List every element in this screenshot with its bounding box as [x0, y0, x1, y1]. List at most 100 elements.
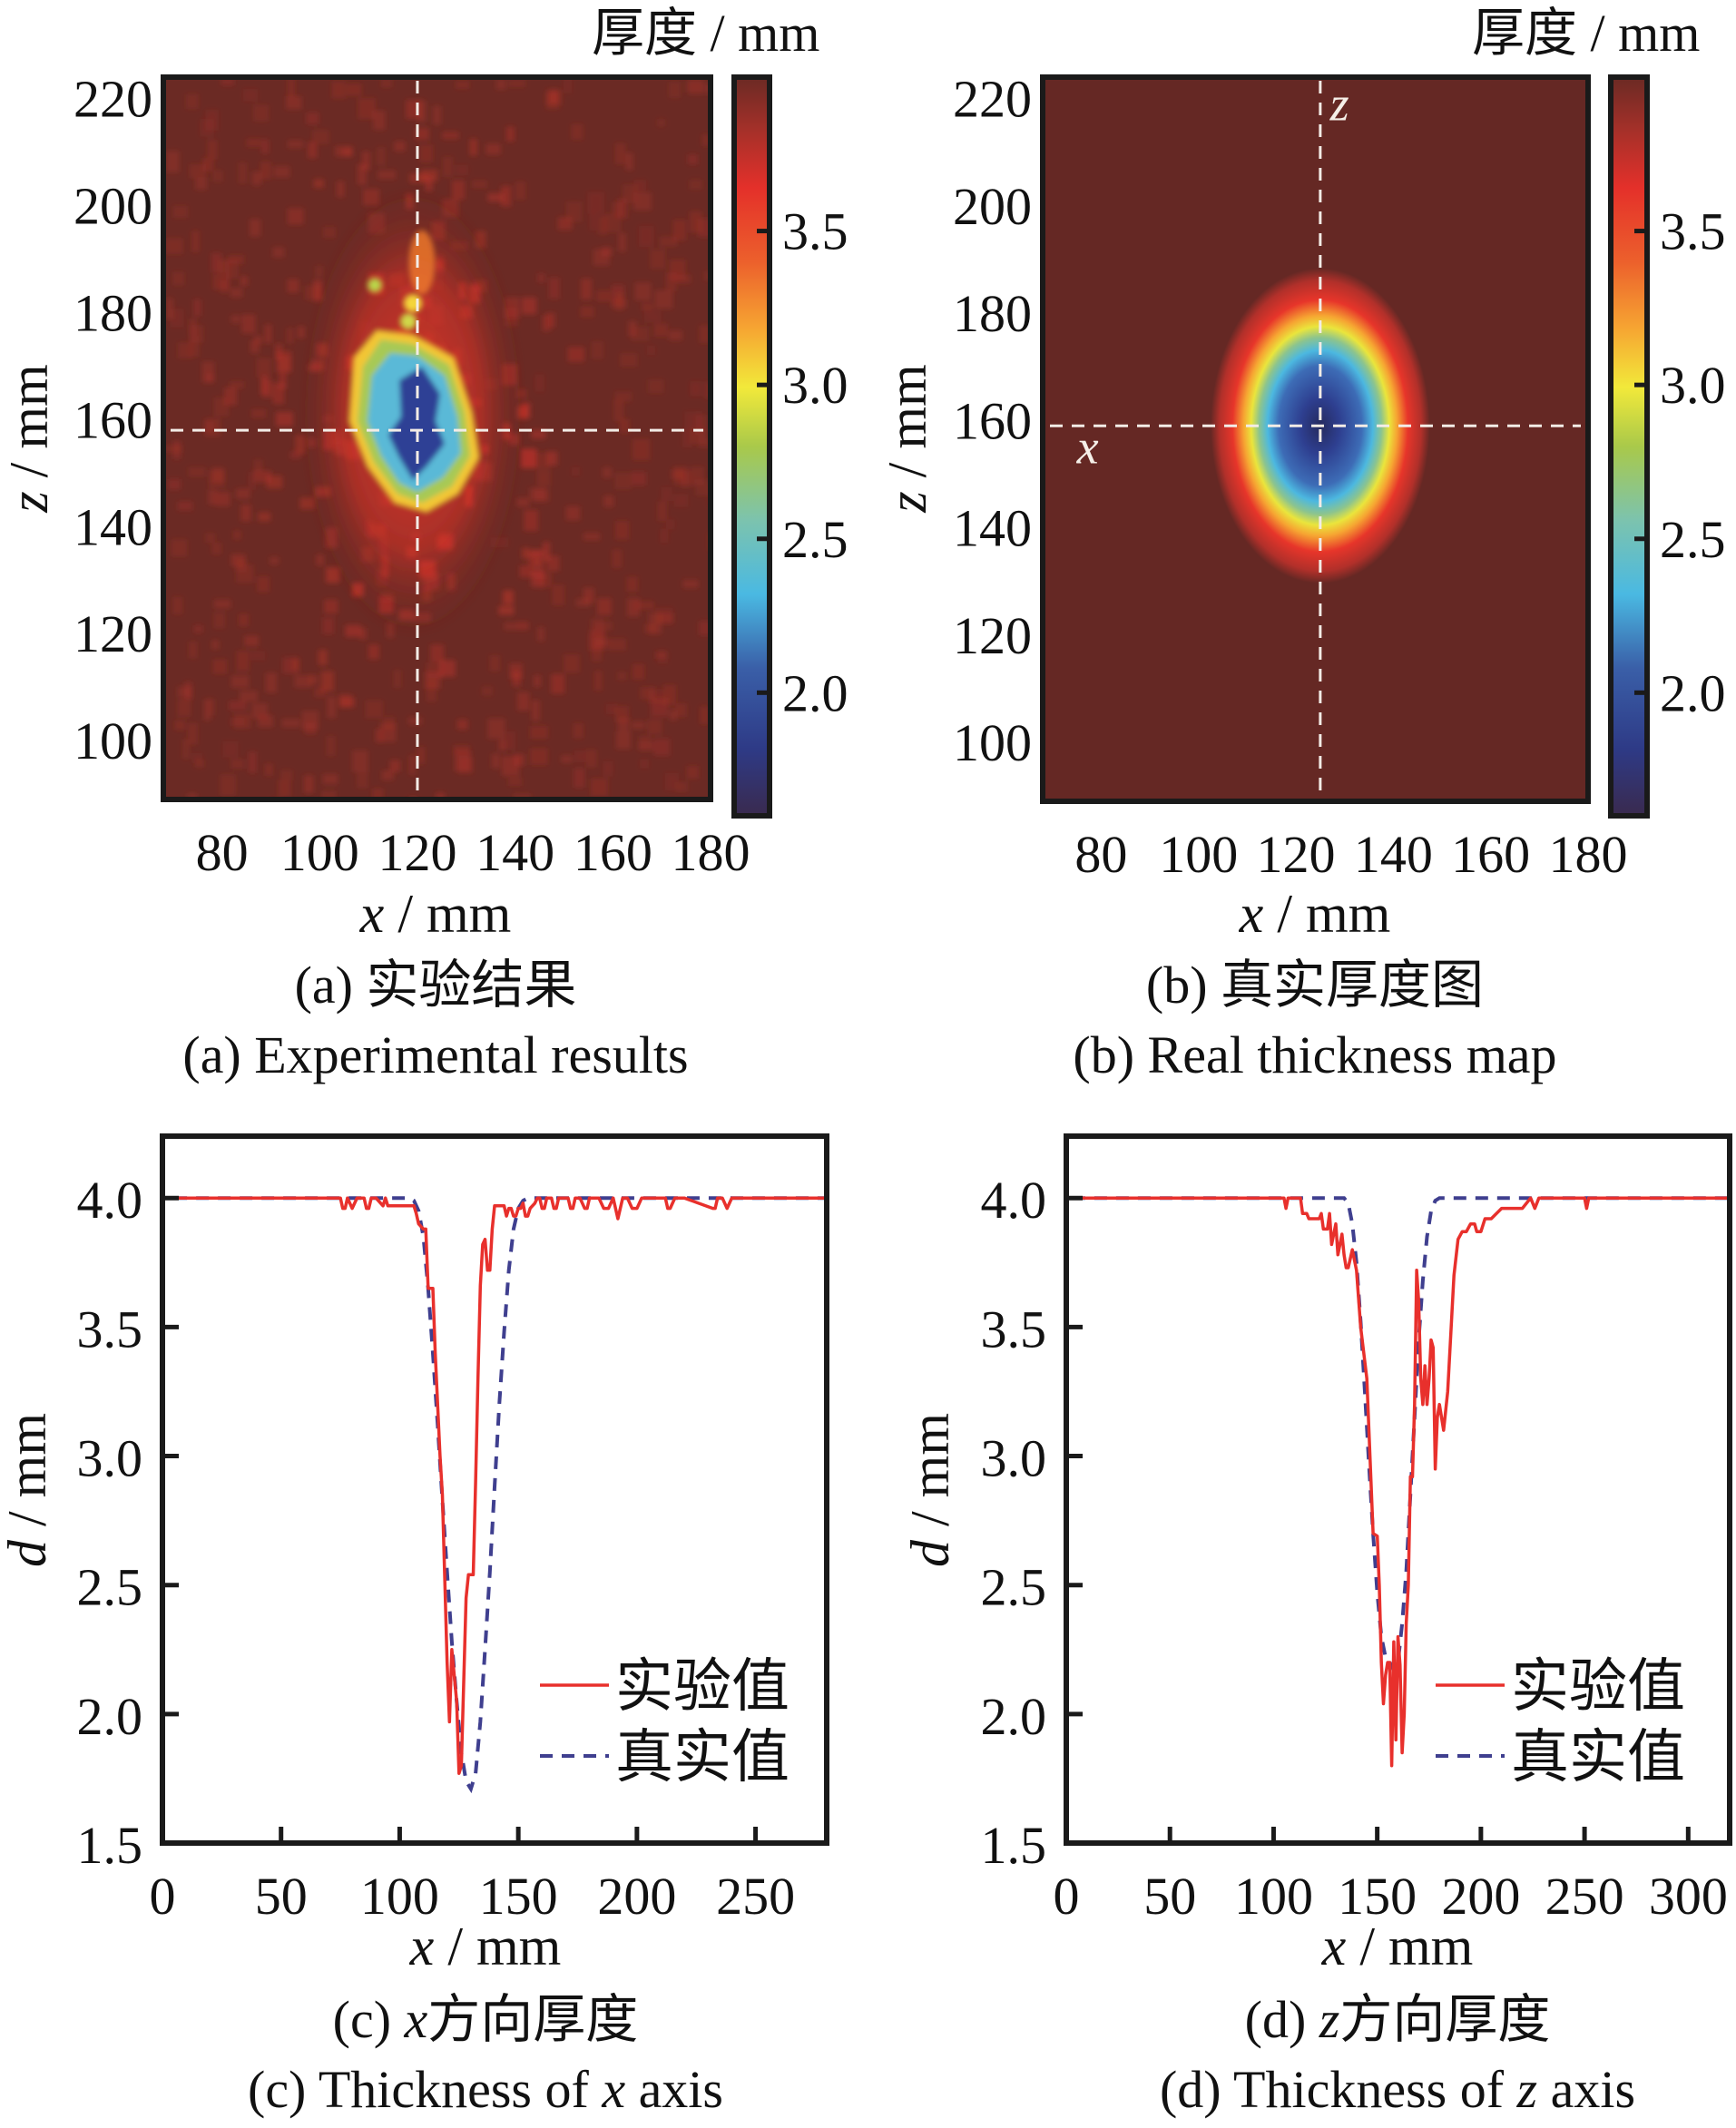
heatmap-cell [642, 302, 653, 311]
heatmap-cell [357, 771, 368, 789]
series-experimental-line [174, 1196, 827, 1775]
x-tick-label: 0 [150, 1867, 176, 1926]
colorbar-a-frame [731, 74, 772, 819]
heatmap-cell [535, 374, 544, 392]
heatmap-cell [172, 596, 182, 614]
heatmap-cell [456, 164, 469, 176]
y-tick-labels: 100 120 140 160 180 200 220 [74, 70, 152, 771]
plot-frame [161, 74, 713, 802]
x-tick-label: 100 [1234, 1867, 1313, 1926]
heatmap-cell [323, 226, 336, 239]
x-tick-label: 120 [1257, 825, 1336, 884]
y-tick-label: 120 [74, 604, 152, 663]
colorbar-tick-label: 2.0 [1660, 663, 1726, 722]
heatmap-cell [591, 644, 603, 662]
x-ticks: 0 50 100 150 200 250 300 [1054, 1827, 1728, 1926]
heatmap-cell [686, 766, 699, 780]
y-axis-label: z / mm [878, 364, 937, 513]
heatmap-cell [603, 213, 622, 233]
heatmap-cell [336, 181, 345, 198]
x-axis-label: x / mm [359, 884, 512, 944]
heatmap-cell [453, 744, 470, 754]
heatmap-cell [275, 411, 294, 427]
heatmap-cell [379, 722, 397, 742]
y-tick-labels: 100 120 140 160 180 200 220 [953, 70, 1032, 772]
heatmap-cell [205, 533, 216, 544]
heatmap-cell [326, 735, 336, 757]
heatmap-cell [246, 138, 261, 147]
heatmap-cell [658, 613, 674, 623]
heatmap-cell [647, 345, 656, 356]
heatmap-cell [647, 379, 664, 394]
heatmap-cell [633, 191, 652, 211]
x-tick-label: 100 [360, 1867, 439, 1926]
heatmap-cell [228, 255, 245, 264]
heatmap-cell [703, 270, 711, 281]
heatmap-cell [574, 768, 585, 789]
heatmap-cell [687, 154, 698, 165]
heatmap-cell [625, 152, 633, 171]
heatmap-cell [534, 489, 550, 503]
heatmap-cell [654, 289, 673, 309]
y-tick-label: 100 [74, 711, 152, 770]
y-tick-label: 100 [953, 713, 1032, 772]
heatmap-cell [571, 123, 584, 141]
heatmap-cell [236, 488, 250, 499]
heatmap-cell [643, 310, 662, 323]
heatmap-cell [181, 739, 191, 760]
heatmap-cell [243, 89, 258, 102]
heatmap-cell [436, 792, 446, 799]
heatmap-cell [321, 790, 337, 799]
heatmap-cell [419, 144, 433, 162]
heatmap-cell [659, 236, 678, 247]
heatmap-cell [664, 772, 680, 791]
caption-c-cn: (c) x方向厚度 [333, 1990, 639, 2049]
heatmap-cell [613, 399, 624, 422]
heatmap-cell [640, 759, 649, 769]
heatmap-cell [251, 408, 267, 418]
heatmap-cell [230, 288, 243, 298]
heatmap-cell [549, 89, 558, 103]
series-true-value-line [174, 1196, 827, 1794]
heatmap-cell [491, 753, 500, 769]
heatmap-cell [682, 580, 699, 588]
heatmap-cell [669, 710, 677, 721]
heatmap-cell [517, 691, 530, 711]
heatmap-cell [657, 119, 665, 127]
heatmap-cell [170, 309, 184, 328]
y-tick-label: 3.5 [77, 1299, 143, 1358]
heatmap-cell [503, 590, 514, 604]
y-axis-label: d / mm [0, 1413, 57, 1567]
heatmap-cell [240, 504, 251, 522]
heatmap-cell [380, 79, 393, 88]
heatmap-cell [212, 659, 227, 674]
heatmap-cell [378, 170, 397, 180]
heatmap-cell [458, 756, 474, 774]
defect-spot [408, 230, 435, 295]
heatmap-cell [248, 472, 256, 490]
legend-experimental-label: 实验值 [1511, 1654, 1685, 1719]
x-tick-label: 100 [280, 823, 359, 882]
heatmap-cell [185, 93, 199, 110]
heatmap-cell [324, 599, 338, 614]
heatmap-cell [469, 139, 477, 156]
x-tick-label: 100 [1159, 825, 1238, 884]
heatmap-cell [521, 547, 531, 559]
heatmap-cell [172, 205, 188, 219]
heatmap-cell [338, 694, 352, 708]
heatmap-cell [318, 650, 328, 666]
heatmap-cell [528, 551, 541, 566]
heatmap-cell [248, 751, 257, 773]
x-tick-label: 80 [196, 823, 249, 882]
heatmap-cell [591, 341, 603, 359]
heatmap-cell [220, 774, 236, 796]
heatmap-cell [647, 719, 662, 735]
annotation-z: z [1329, 76, 1349, 131]
colorbar-tick-label: 3.5 [1660, 202, 1726, 261]
heatmap-cell [177, 699, 191, 717]
heatmap-cell [522, 297, 537, 315]
heatmap-cell [225, 259, 239, 279]
heatmap-cell [546, 451, 558, 466]
plot-frame [1064, 1133, 1732, 1846]
x-tick-label: 160 [1451, 825, 1530, 884]
